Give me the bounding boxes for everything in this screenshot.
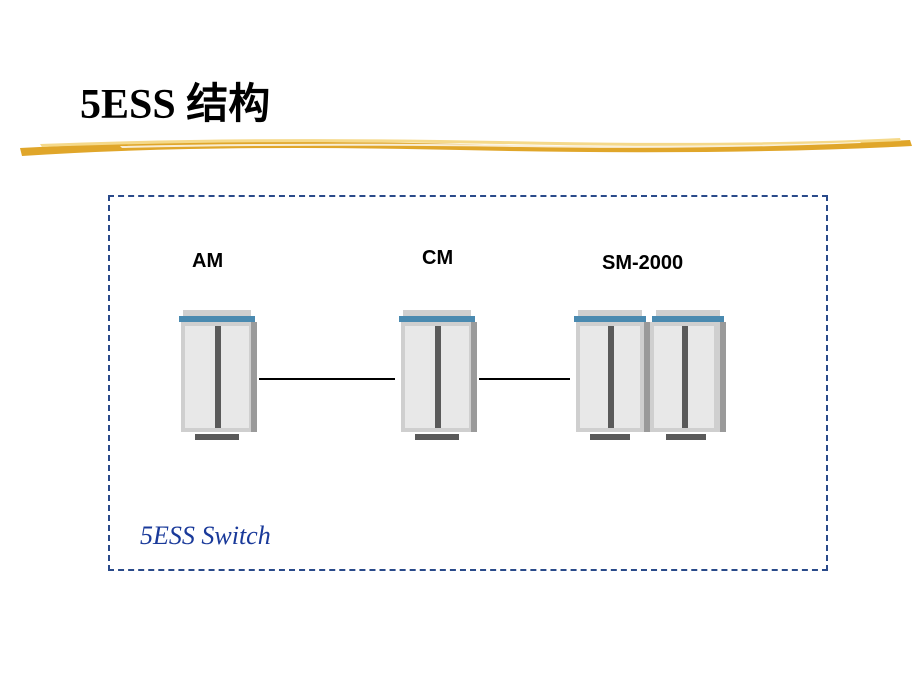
label-sm: SM-2000 [602,252,683,275]
cabinet-cm [395,310,479,445]
cabinet-sm [570,310,728,445]
label-cm: CM [422,247,453,270]
page-title: 5ESS 结构 [80,70,270,131]
connector-am-cm [259,378,395,380]
cabinet-am [175,310,259,445]
brush-decoration [0,130,920,160]
diagram-caption: 5ESS Switch [140,521,271,551]
connector-cm-sm [479,378,570,380]
label-am: AM [192,250,223,273]
